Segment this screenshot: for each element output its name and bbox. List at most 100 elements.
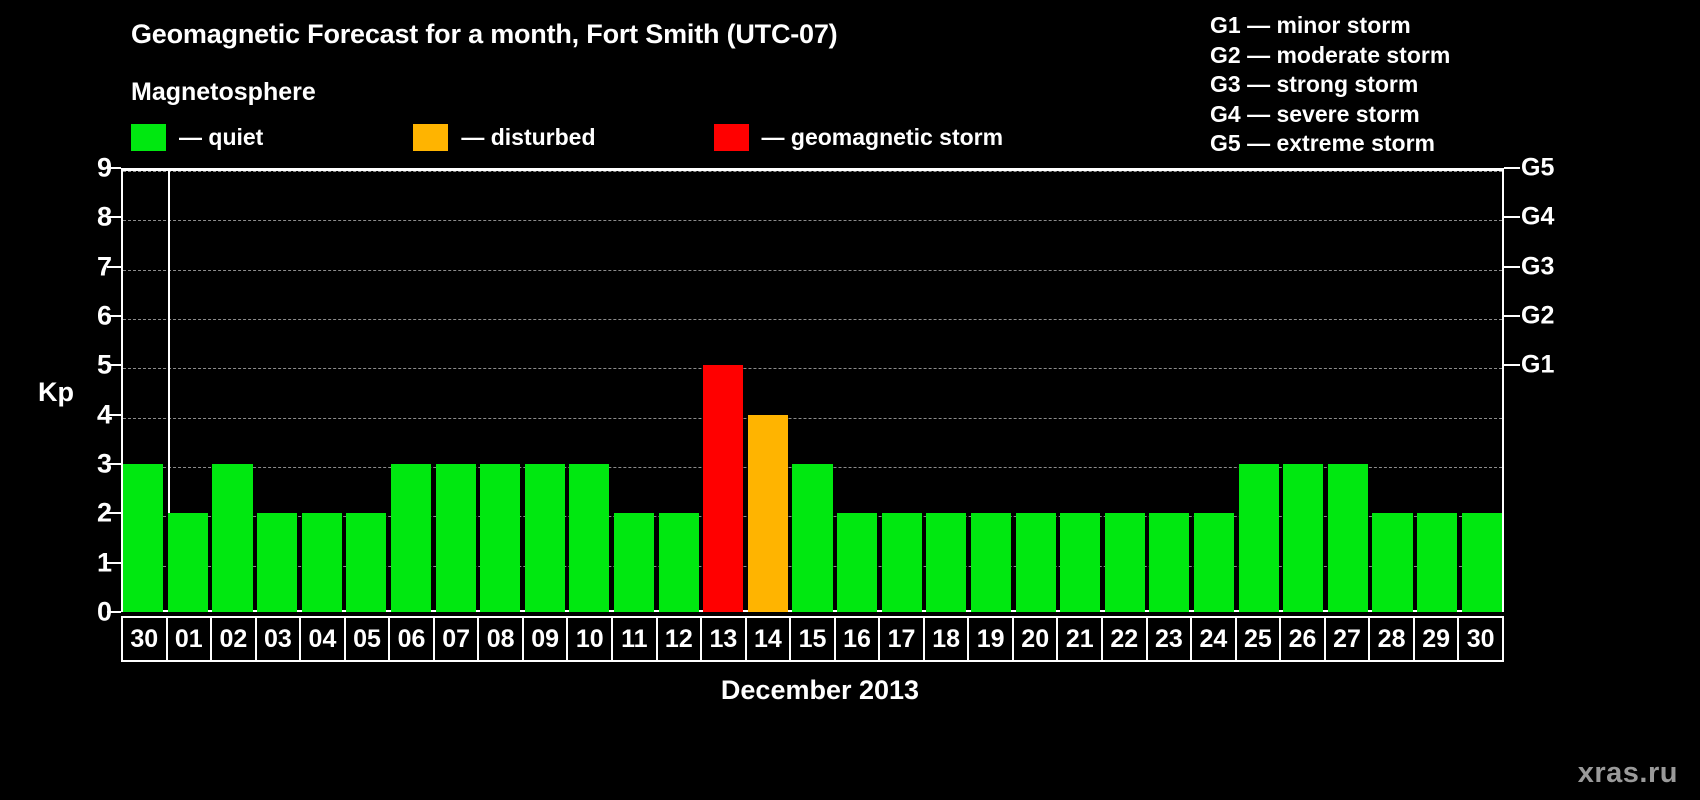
y-tick-label: 9 bbox=[96, 152, 112, 183]
y-tick-mark bbox=[107, 315, 121, 317]
bar[interactable] bbox=[301, 513, 342, 612]
storm-scale-legend: G1 — minor storm G2 — moderate storm G3 … bbox=[1210, 11, 1450, 159]
bar[interactable] bbox=[123, 464, 164, 612]
date-cell[interactable]: 25 bbox=[1234, 616, 1282, 662]
bar[interactable] bbox=[837, 513, 878, 612]
bar[interactable] bbox=[970, 513, 1011, 612]
date-cell[interactable]: 30 bbox=[1457, 616, 1504, 662]
y-tick-mark bbox=[107, 463, 121, 465]
date-cell[interactable]: 18 bbox=[922, 616, 970, 662]
bar[interactable] bbox=[167, 513, 208, 612]
bar[interactable] bbox=[881, 513, 922, 612]
date-cell[interactable]: 04 bbox=[299, 616, 346, 662]
date-cell[interactable]: 17 bbox=[878, 616, 925, 662]
date-cell[interactable]: 24 bbox=[1190, 616, 1237, 662]
gridline bbox=[123, 368, 1502, 370]
bar[interactable] bbox=[1372, 513, 1413, 612]
bar[interactable] bbox=[212, 464, 253, 612]
legend-label-disturbed: — disturbed bbox=[461, 124, 596, 150]
y-tick-label: 6 bbox=[96, 300, 112, 331]
date-cell[interactable]: 19 bbox=[967, 616, 1014, 662]
legend-item-quiet: — quiet bbox=[131, 124, 263, 151]
g-scale-tick-mark bbox=[1504, 364, 1520, 367]
g-scale-tick-g4: G4 bbox=[1521, 202, 1555, 231]
bar[interactable] bbox=[1327, 464, 1368, 612]
date-cell[interactable]: 28 bbox=[1368, 616, 1415, 662]
date-cell[interactable]: 30 bbox=[121, 616, 168, 662]
bar[interactable] bbox=[1283, 464, 1324, 612]
bar[interactable] bbox=[435, 464, 476, 612]
legend-group-label: Magnetosphere bbox=[131, 78, 316, 106]
date-cell[interactable]: 22 bbox=[1101, 616, 1148, 662]
x-axis-title: December 2013 bbox=[720, 675, 920, 705]
gridline bbox=[123, 417, 1502, 419]
bar[interactable] bbox=[569, 464, 610, 612]
bar[interactable] bbox=[346, 513, 387, 612]
y-tick-mark bbox=[107, 512, 121, 515]
date-cell[interactable]: 03 bbox=[254, 616, 302, 662]
bar[interactable] bbox=[1238, 464, 1279, 612]
bar[interactable] bbox=[1149, 513, 1190, 612]
bar[interactable] bbox=[1060, 513, 1101, 612]
date-cell[interactable]: 08 bbox=[477, 616, 524, 662]
bar[interactable] bbox=[658, 513, 699, 612]
y-tick-label: 2 bbox=[96, 497, 112, 528]
date-cell[interactable]: 01 bbox=[165, 616, 213, 662]
legend-swatch-disturbed bbox=[413, 124, 449, 151]
gridline bbox=[123, 269, 1502, 271]
date-cell[interactable]: 27 bbox=[1323, 616, 1371, 662]
bar[interactable] bbox=[1193, 513, 1235, 612]
date-cell[interactable]: 21 bbox=[1056, 616, 1104, 662]
date-cell[interactable]: 12 bbox=[655, 616, 703, 662]
date-cell[interactable]: 14 bbox=[744, 616, 792, 662]
x-axis-title-wrap: December 2013 bbox=[0, 675, 1700, 706]
inner-axis-line bbox=[168, 168, 170, 612]
date-cell[interactable]: 07 bbox=[432, 616, 480, 662]
y-tick-label: 8 bbox=[96, 201, 112, 232]
bar[interactable] bbox=[257, 513, 298, 612]
bar[interactable] bbox=[390, 464, 432, 612]
x-axis-date-labels: 30 01 02 03 04 05 06 07 08 09 10 11 12 13 14 15 16 17 18 19… bbox=[121, 616, 1504, 662]
bar[interactable] bbox=[703, 365, 744, 612]
legend-label-quiet: — quiet bbox=[179, 124, 264, 150]
g-scale-tick-mark bbox=[1504, 167, 1520, 169]
date-cell[interactable]: 02 bbox=[210, 616, 257, 662]
bar[interactable] bbox=[1104, 513, 1145, 612]
date-cell[interactable]: 29 bbox=[1412, 616, 1460, 662]
bar[interactable] bbox=[792, 464, 833, 612]
bar[interactable] bbox=[524, 464, 565, 612]
legend-label-storm: — geomagnetic storm bbox=[761, 124, 1004, 150]
legend-item-storm: — geomagnetic storm bbox=[713, 124, 1004, 151]
bar[interactable] bbox=[1417, 513, 1458, 612]
bar[interactable] bbox=[480, 464, 521, 612]
y-tick-mark bbox=[107, 167, 121, 169]
bar[interactable] bbox=[747, 414, 788, 612]
date-cell[interactable]: 20 bbox=[1011, 616, 1059, 662]
bar[interactable] bbox=[1015, 513, 1056, 612]
date-cell[interactable]: 15 bbox=[789, 616, 836, 662]
date-cell[interactable]: 16 bbox=[833, 616, 881, 662]
date-cell[interactable]: 06 bbox=[388, 616, 435, 662]
watermark: xras.ru bbox=[1577, 757, 1678, 789]
date-cell[interactable]: 23 bbox=[1145, 616, 1193, 662]
bar[interactable] bbox=[613, 513, 655, 612]
g-scale-tick-mark bbox=[1504, 265, 1520, 268]
y-tick-label: 7 bbox=[96, 251, 112, 282]
g-scale-tick-g2: G2 bbox=[1521, 301, 1555, 330]
y-axis-title: Kp bbox=[38, 377, 74, 407]
date-cell[interactable]: 05 bbox=[343, 616, 391, 662]
date-cell[interactable]: 11 bbox=[611, 616, 658, 662]
storm-scale-g2: G2 — moderate storm bbox=[1210, 41, 1451, 68]
bar[interactable] bbox=[926, 513, 967, 612]
date-cell[interactable]: 09 bbox=[521, 616, 569, 662]
date-cell[interactable]: 26 bbox=[1279, 616, 1326, 662]
bar[interactable] bbox=[1461, 513, 1502, 612]
date-cell[interactable]: 13 bbox=[700, 616, 747, 662]
y-tick-label: 1 bbox=[96, 547, 112, 578]
y-tick-label: 0 bbox=[96, 596, 112, 627]
y-tick-label: 5 bbox=[96, 349, 112, 380]
date-cell[interactable]: 10 bbox=[566, 616, 614, 662]
legend-swatch-quiet bbox=[131, 124, 166, 151]
legend-item-disturbed: — disturbed bbox=[413, 124, 596, 151]
